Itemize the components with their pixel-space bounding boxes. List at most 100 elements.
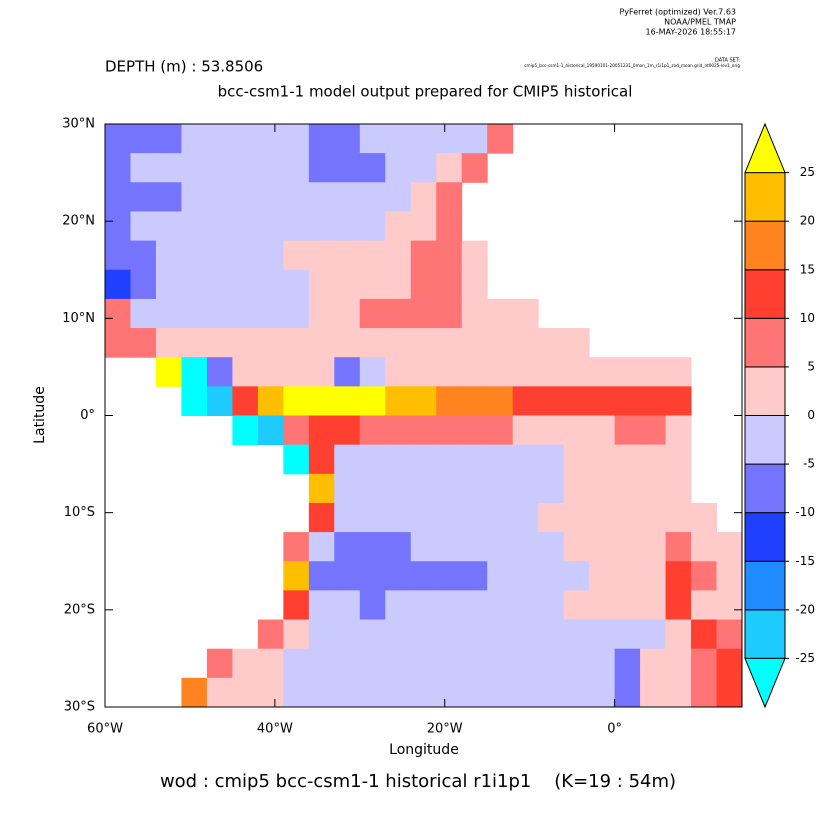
cell: [538, 561, 565, 591]
cell: [385, 502, 412, 533]
cell: [487, 328, 514, 358]
cell: [461, 619, 488, 650]
cell: [232, 648, 259, 679]
subtitle: DEPTH (m) : 53.8506: [105, 58, 263, 76]
cell: [461, 386, 488, 416]
cell: [436, 648, 463, 679]
cell: [665, 386, 692, 416]
cell: [410, 502, 437, 533]
colorbar-label: 20: [800, 214, 815, 228]
cell: [691, 532, 718, 562]
cell: [308, 386, 335, 416]
cell: [563, 590, 590, 621]
cell: [283, 590, 310, 621]
cell: [206, 328, 233, 358]
cell: [105, 153, 131, 183]
cell: [563, 328, 590, 358]
cell: [436, 328, 463, 358]
header-line: NOAA/PMEL TMAP: [664, 18, 736, 27]
cell: [385, 473, 412, 504]
cell: [614, 532, 641, 562]
cell: [665, 561, 692, 591]
cell: [589, 444, 616, 475]
cell: [181, 240, 208, 271]
cell: [538, 357, 565, 387]
cell: [614, 386, 641, 416]
cell: [640, 415, 667, 446]
colorbar-label: -5: [803, 457, 815, 471]
cell: [232, 124, 259, 154]
cell: [283, 182, 310, 212]
cell: [283, 328, 310, 358]
colorbar-box: [744, 463, 786, 514]
cell: [232, 415, 259, 446]
cell: [487, 532, 514, 562]
cell: [640, 502, 667, 533]
cell: [436, 444, 463, 475]
cell: [283, 561, 310, 591]
cell: [257, 124, 284, 154]
cell: [283, 444, 310, 475]
cell: [181, 386, 208, 416]
cell: [512, 561, 539, 591]
cell: [359, 677, 386, 708]
x-tick-label: 20°W: [427, 722, 463, 737]
cell: [640, 473, 667, 504]
y-tick-label: 30°N: [62, 117, 95, 132]
cell: [436, 677, 463, 708]
cell: [359, 124, 386, 154]
cell: [283, 269, 310, 300]
cell: [232, 677, 259, 708]
cell: [334, 182, 361, 212]
cell: [334, 473, 361, 504]
colorbar-box: [744, 560, 786, 611]
cell: [436, 386, 463, 416]
cell: [410, 153, 437, 183]
cell: [461, 298, 488, 329]
cell: [487, 648, 514, 679]
cell: [334, 561, 361, 591]
cell: [359, 298, 386, 329]
cell: [410, 648, 437, 679]
cell: [538, 502, 565, 533]
cell: [206, 677, 233, 708]
cell: [155, 240, 182, 271]
colorbar-bottom: [744, 657, 786, 709]
cell: [232, 386, 259, 416]
cell: [334, 357, 361, 387]
cell: [589, 386, 616, 416]
cell: [538, 328, 565, 358]
cell: [563, 532, 590, 562]
cell: [359, 211, 386, 242]
cell: [105, 240, 131, 271]
colorbar-label: -10: [795, 505, 815, 519]
cell: [334, 328, 361, 358]
cell: [359, 444, 386, 475]
cell: [410, 473, 437, 504]
cell: [130, 240, 157, 271]
cell: [334, 619, 361, 650]
cell: [512, 590, 539, 621]
cell: [410, 328, 437, 358]
cell: [436, 415, 463, 446]
cell: [359, 619, 386, 650]
cell: [461, 677, 488, 708]
cell: [385, 648, 412, 679]
colorbar-box: [744, 366, 786, 416]
cell: [487, 444, 514, 475]
cell: [614, 415, 641, 446]
cell: [308, 561, 335, 591]
cell: [155, 182, 182, 212]
cell: [206, 648, 233, 679]
cell: [334, 153, 361, 183]
cell: [257, 357, 284, 387]
cell: [385, 328, 412, 358]
cell: [359, 473, 386, 504]
cell: [665, 532, 692, 562]
colorbar-box: [744, 220, 786, 271]
colorbar-box: [744, 512, 786, 562]
cell: [155, 298, 182, 329]
cell: [410, 124, 437, 154]
cell: [436, 153, 463, 183]
